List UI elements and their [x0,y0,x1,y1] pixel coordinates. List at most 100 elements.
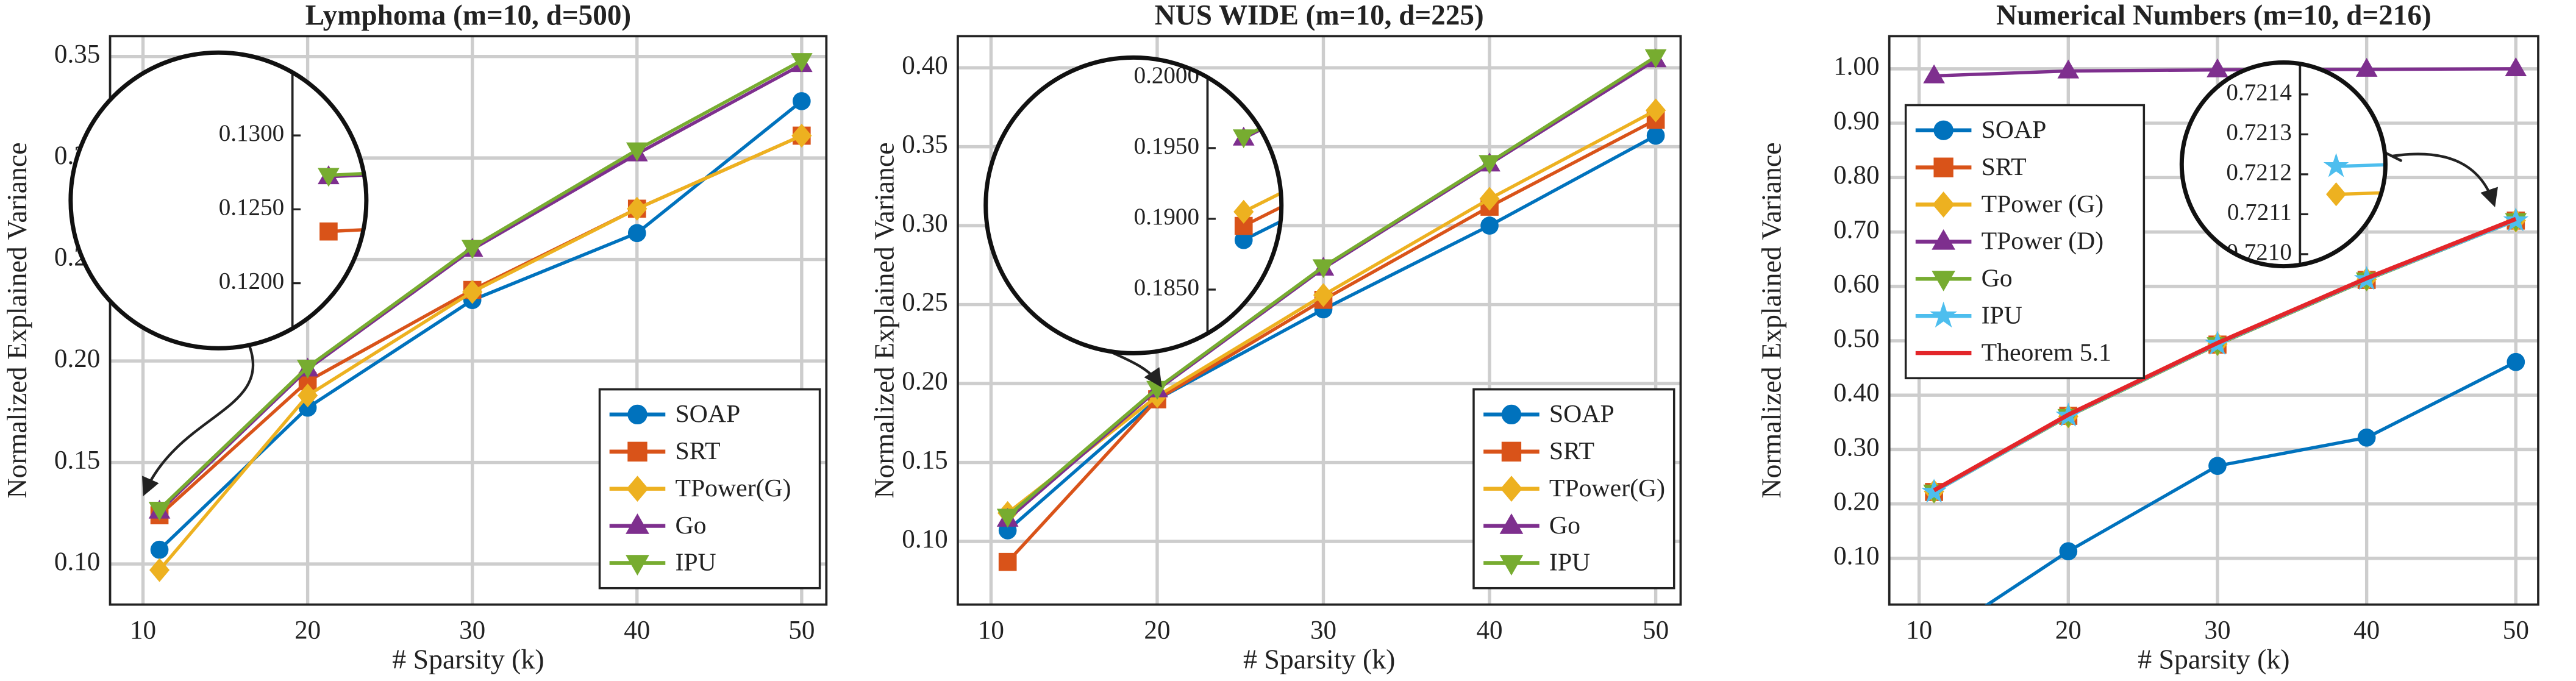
zoom-arrow [2391,152,2498,207]
marker [1932,271,1955,291]
marker [1499,513,1524,534]
y-tick-label: 0.70 [1833,215,1879,244]
marker [1646,98,1666,123]
marker [462,280,483,304]
inset-segment [328,167,366,177]
y-tick-label: 0.80 [1833,161,1879,190]
legend-label: IPU [1982,301,2022,329]
series-layer [148,53,813,582]
marker [2059,542,2078,561]
legend-label: Go [675,512,706,540]
x-tick-label: 30 [459,616,485,644]
marker [1921,479,1947,503]
y-tick-label: 0.60 [1833,270,1879,299]
zoom-arrow [142,338,255,496]
marker [319,222,338,241]
marker [1480,216,1499,235]
axes-frame [1888,35,2539,606]
marker [996,508,1019,528]
y-tick-label: 0.90 [1833,107,1879,135]
series-layer [996,48,1667,571]
legend-label: SOAP [675,400,740,428]
legend-label: TPower(G) [1549,474,1665,502]
legend-label: TPower(G) [675,474,791,502]
legend: SOAP SRT TPower(G) Go IPU [1472,388,1675,590]
legend: SOAP SRT TPower(G) Go IPU [598,388,821,590]
inset-tick-label: 0.1850 [1134,274,1199,301]
y-tick-label: 0.10 [902,525,947,554]
x-tick-label: 50 [2503,616,2529,644]
x-tick-label: 10 [978,616,1004,644]
x-tick-label: 40 [1477,616,1503,644]
marker [627,224,646,243]
subplot: 0.10 0.20 0.30 0.40 0.50 0.60 0.70 0.80 0.90 1.00… [1756,0,2539,674]
marker [1233,199,1254,224]
axes-frame [109,35,828,606]
marker [148,502,171,521]
marker [1500,476,1523,502]
marker [627,196,648,221]
marker [2326,182,2347,207]
marker [1501,404,1522,425]
y-tick-label: 0.35 [902,130,947,159]
legend-label: Theorem 5.1 [1982,338,2111,366]
inset-segment [1243,173,1282,242]
legend-label: SOAP [1549,400,1614,428]
inset-tick-label: 0.7212 [2226,159,2291,185]
x-axis-label: # Sparsity (k) [392,643,544,674]
marker [1499,555,1524,576]
marker [627,441,648,462]
x-tick-label: 20 [294,616,321,644]
series-line [1933,216,2517,493]
x-axis-label: # Sparsity (k) [1243,643,1395,674]
marker [998,552,1017,571]
marker [2207,58,2228,77]
legend-label: SOAP [1982,116,2047,144]
x-tick-label: 40 [2353,616,2380,644]
marker [1933,157,1953,177]
marker [2505,57,2527,76]
marker [627,404,648,425]
marker [791,123,812,148]
y-tick-label: 0.10 [54,547,100,576]
marker [791,53,813,73]
marker [1312,259,1335,279]
inset-tick-label: 0.7214 [2226,79,2291,105]
marker [1501,441,1522,462]
marker [2355,57,2378,77]
marker [150,540,169,559]
y-axis-label: Normalized Explained Variance [869,142,900,498]
inset-segment [1243,159,1282,227]
y-tick-label: 0.50 [1833,324,1879,353]
x-tick-label: 10 [1906,616,1932,644]
marker [1930,301,1958,328]
marker [1479,155,1500,174]
inset-tick-label: 0.1900 [1134,204,1199,230]
marker [2506,352,2525,371]
x-tick-label: 30 [1310,616,1336,644]
inset-bg [2182,62,2386,266]
inset-border [68,50,369,351]
y-tick-label: 0.30 [902,209,947,238]
marker [1644,49,1667,68]
x-tick-label: 20 [1144,616,1170,644]
x-tick-label: 40 [624,616,650,644]
y-tick-label: 0.20 [54,344,100,373]
chart-title: Numerical Numbers (m=10, d=216) [1996,0,2432,32]
marker [1479,187,1500,211]
inset-segment [328,223,366,234]
inset-border [983,55,1284,355]
inset-segment [1243,144,1282,213]
y-tick-label: 0.10 [1833,542,1879,571]
y-axis-label: Normalized Explained Variance [1,142,32,498]
inset: 0.1300 0.1250 0.1200 [70,52,366,349]
marker [2357,428,2376,447]
legend-label: IPU [1549,549,1590,577]
x-tick-label: 30 [2204,616,2230,644]
chart-title: Lymphoma (m=10, d=500) [305,0,631,32]
marker [626,142,648,162]
